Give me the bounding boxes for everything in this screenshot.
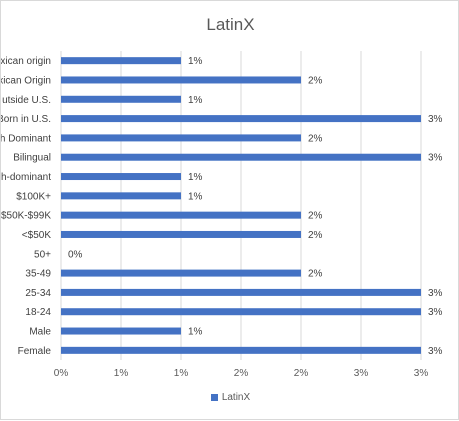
data-label: 2% (308, 269, 323, 280)
category-label: 50+ (34, 249, 51, 260)
category-label: exican origin (1, 56, 51, 67)
data-label: 0% (68, 249, 83, 260)
bar (61, 346, 421, 354)
category-label: Female (18, 346, 52, 357)
bar (61, 153, 421, 161)
category-label: 18-24 (25, 307, 51, 318)
chart-legend: LatinX (1, 392, 459, 403)
category-label: utside U.S. (2, 95, 51, 106)
x-tick-label: 1% (174, 368, 189, 379)
chart-title: LatinX (206, 15, 255, 34)
legend-swatch (210, 394, 218, 401)
data-label: 1% (188, 56, 203, 67)
data-label: 1% (188, 327, 203, 338)
x-tick-label: 3% (354, 368, 369, 379)
bar (61, 57, 181, 65)
bar (61, 230, 301, 238)
bar (61, 134, 301, 142)
category-label: <$50K (22, 230, 52, 241)
data-label: 2% (308, 75, 323, 86)
category-label: xican Origin (1, 75, 51, 86)
category-label: $100K+ (16, 191, 51, 202)
bar (61, 173, 181, 181)
bar (61, 95, 181, 103)
data-label: 2% (308, 211, 323, 222)
data-label: 3% (428, 114, 443, 125)
category-label: Born in U.S. (1, 114, 51, 125)
category-label: $50K-$99K (1, 211, 51, 222)
bar (61, 192, 181, 200)
x-tick-label: 3% (414, 368, 429, 379)
data-label: 2% (308, 133, 323, 144)
data-label: 3% (428, 288, 443, 299)
data-label: 1% (188, 172, 203, 183)
bar (61, 327, 181, 335)
x-tick-label: 2% (294, 368, 309, 379)
data-label: 1% (188, 191, 203, 202)
bar (61, 115, 421, 123)
category-label: 25-34 (25, 288, 51, 299)
category-label: 35-49 (25, 269, 51, 280)
category-label: h-dominant (1, 172, 51, 183)
legend-label: LatinX (221, 392, 251, 403)
bar (61, 308, 421, 316)
bar (61, 288, 421, 296)
category-label: h Dominant (1, 133, 51, 144)
data-label: 1% (188, 95, 203, 106)
data-label: 3% (428, 346, 443, 357)
x-tick-label: 2% (234, 368, 249, 379)
category-label: Male (29, 327, 51, 338)
x-tick-label: 0% (54, 368, 69, 379)
data-label: 2% (308, 230, 323, 241)
category-label: Bilingual (13, 153, 51, 164)
data-label: 3% (428, 153, 443, 164)
x-tick-label: 1% (114, 368, 129, 379)
bar (61, 269, 301, 277)
data-label: 3% (428, 307, 443, 318)
bar (61, 76, 301, 84)
bar (61, 211, 301, 219)
